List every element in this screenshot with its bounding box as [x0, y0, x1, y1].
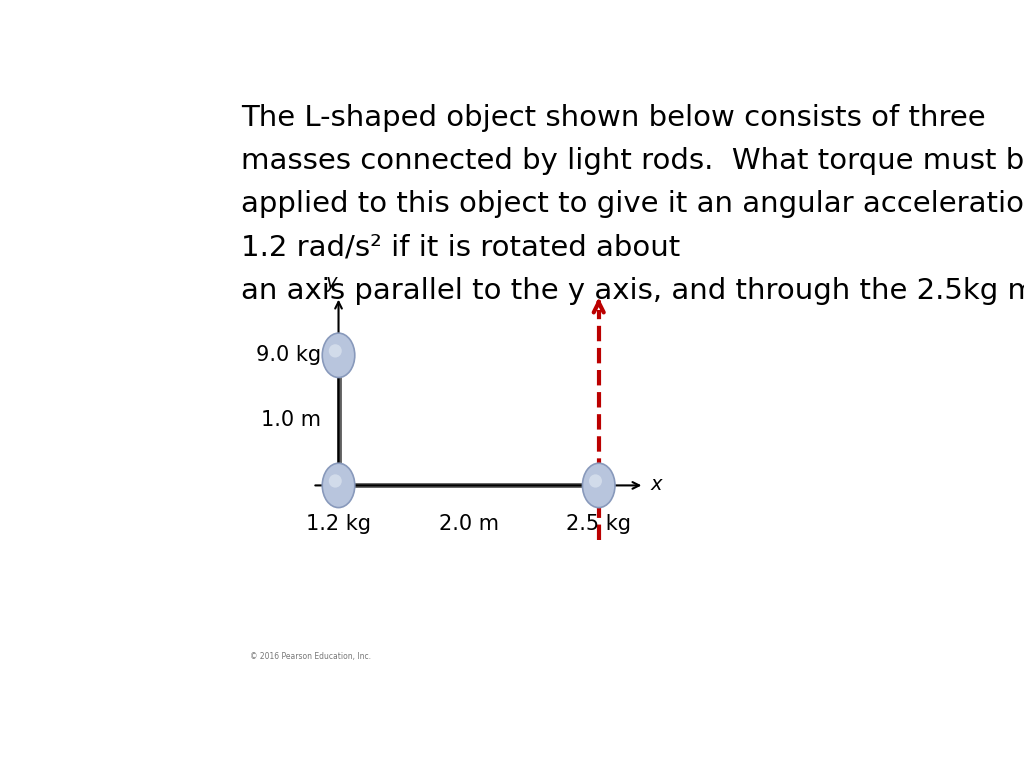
Text: applied to this object to give it an angular acceleration of: applied to this object to give it an ang… — [241, 190, 1024, 218]
Text: 1.0 m: 1.0 m — [261, 410, 321, 430]
Text: 2.5 kg: 2.5 kg — [566, 515, 631, 535]
Ellipse shape — [323, 463, 354, 508]
Text: © 2016 Pearson Education, Inc.: © 2016 Pearson Education, Inc. — [250, 652, 371, 661]
Ellipse shape — [583, 463, 615, 508]
Text: 1.2 kg: 1.2 kg — [306, 515, 371, 535]
Text: y: y — [326, 273, 337, 292]
Ellipse shape — [323, 333, 354, 378]
Ellipse shape — [589, 475, 602, 488]
Text: masses connected by light rods.  What torque must be: masses connected by light rods. What tor… — [241, 147, 1024, 175]
Ellipse shape — [329, 344, 342, 358]
Text: an axis parallel to the y axis, and through the 2.5kg mass?: an axis parallel to the y axis, and thro… — [241, 276, 1024, 305]
Text: 2.0 m: 2.0 m — [438, 515, 499, 535]
Ellipse shape — [329, 475, 342, 488]
Text: 1.2 rad/s² if it is rotated about: 1.2 rad/s² if it is rotated about — [241, 233, 680, 261]
Text: 9.0 kg: 9.0 kg — [256, 346, 321, 366]
Text: The L-shaped object shown below consists of three: The L-shaped object shown below consists… — [241, 104, 985, 132]
Text: x: x — [650, 475, 662, 494]
